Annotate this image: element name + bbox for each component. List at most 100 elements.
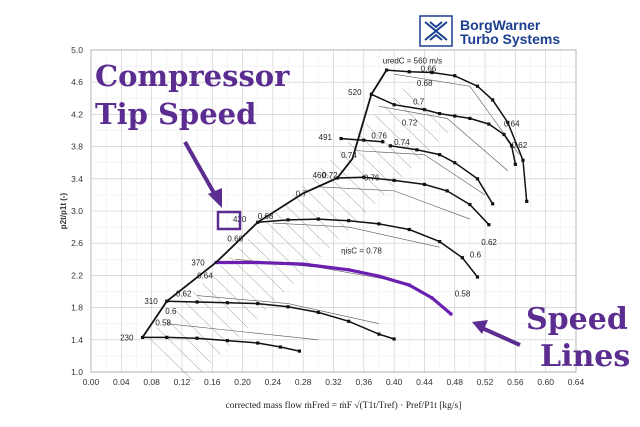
efficiency-label: 0.62 — [512, 141, 528, 150]
efficiency-contour-6 — [378, 106, 508, 171]
speed-point-520 — [437, 111, 442, 116]
efficiency-hatch — [338, 150, 385, 196]
brand-line1: BorgWarner — [460, 17, 541, 33]
speed-point-520 — [468, 116, 472, 121]
x-axis-label: corrected mass flow ṁFred = ṁF √(T1t/Tre… — [226, 400, 462, 411]
speed-point-230 — [195, 336, 199, 340]
y-tick-label: 4.2 — [71, 109, 83, 119]
callout-speed-lines-line1: Speed — [526, 302, 628, 337]
efficiency-label: 0.58 — [155, 318, 171, 327]
speed-label-460: 460 — [313, 171, 327, 180]
speed-point-560 — [491, 98, 495, 102]
efficiency-label: 0.64 — [504, 119, 520, 128]
efficiency-hatch — [375, 115, 421, 160]
x-tick-label: 0.40 — [386, 377, 403, 387]
speed-point-520 — [509, 144, 514, 148]
efficiency-label: 0.6 — [165, 307, 177, 316]
efficiency-hatch — [393, 97, 439, 142]
speed-point-560 — [475, 84, 480, 88]
speed-point-310 — [225, 301, 230, 305]
x-tick-label: 0.48 — [446, 377, 463, 387]
x-tick-label: 0.64 — [568, 377, 585, 387]
x-tick-label: 0.04 — [113, 377, 130, 387]
speed-point-560 — [384, 68, 389, 72]
y-tick-label: 3.0 — [71, 206, 83, 216]
efficiency-hatch — [202, 283, 249, 328]
y-tick-label: 1.4 — [71, 335, 83, 345]
speed-point-460 — [468, 202, 472, 207]
x-tick-label: 0.00 — [83, 377, 100, 387]
speed-point-230 — [165, 335, 169, 339]
efficiency-hatch — [211, 274, 258, 320]
y-tick-label: 2.6 — [71, 238, 83, 248]
efficiency-hatch — [384, 106, 430, 151]
speed-point-520 — [513, 162, 517, 166]
efficiency-label: 0.72 — [322, 171, 338, 180]
speed-label-230: 230 — [120, 333, 134, 342]
efficiency-header: ηisC = 0.78 — [341, 247, 382, 256]
speed-point-420 — [460, 256, 464, 260]
speed-point-370 — [449, 312, 453, 316]
brand-logo: BorgWarner Turbo Systems — [419, 15, 560, 47]
brand-mark-icon — [424, 21, 448, 41]
speed-point-310 — [392, 337, 396, 341]
speed-label-520: 520 — [348, 88, 362, 97]
efficiency-hatch — [156, 327, 203, 373]
speed-point-560 — [506, 120, 510, 125]
efficiency-label: 0.68 — [258, 212, 274, 221]
x-tick-label: 0.12 — [174, 377, 191, 387]
speed-point-420 — [407, 227, 411, 232]
speed-point-491b — [453, 161, 457, 165]
efficiency-hatch — [311, 177, 358, 222]
speed-line-surge — [141, 69, 388, 338]
callout-speed-lines-line2: Lines — [540, 339, 630, 374]
speed-line-header: uredC = 560 m/s — [383, 57, 442, 66]
speed-line-491b — [390, 145, 494, 205]
speed-point-310 — [286, 305, 290, 309]
x-tick-label: 0.60 — [537, 377, 554, 387]
speed-point-420 — [437, 239, 442, 244]
y-tick-label: 3.8 — [71, 142, 83, 152]
speed-point-230 — [225, 339, 230, 343]
efficiency-label: 0.58 — [455, 289, 471, 298]
speed-point-491b — [491, 202, 495, 206]
speed-point-491b — [415, 148, 419, 152]
speed-point-520 — [502, 132, 506, 137]
speed-point-560 — [430, 70, 434, 75]
callout-speed-arrow — [481, 326, 521, 347]
y-tick-label: 5.0 — [71, 45, 83, 55]
efficiency-hatch — [329, 159, 376, 204]
callout-tip-arrow — [183, 141, 220, 201]
speed-point-370 — [377, 274, 381, 278]
x-tick-label: 0.16 — [204, 377, 221, 387]
speed-point-491b — [388, 144, 392, 148]
efficiency-hatch — [293, 194, 339, 240]
callout-tip-speed-line1: Compressor — [95, 59, 290, 93]
efficiency-contour-5 — [356, 150, 486, 196]
speed-point-560 — [453, 74, 457, 78]
efficiency-hatch — [193, 292, 239, 337]
speed-point-491b — [437, 153, 442, 157]
x-tick-label: 0.56 — [507, 377, 524, 387]
speed-point-491 — [339, 136, 343, 141]
efficiency-label: 0.64 — [197, 272, 213, 281]
efficiency-hatch — [284, 203, 330, 249]
speed-point-460 — [445, 189, 449, 193]
efficiency-contour-3 — [272, 222, 440, 248]
efficiency-label: 0.7 — [296, 190, 308, 199]
speed-point-520 — [422, 107, 427, 112]
efficiency-label: 0.68 — [417, 79, 433, 88]
x-tick-label: 0.20 — [234, 377, 251, 387]
efficiency-hatch — [320, 168, 367, 213]
callout-tip-speed: Compressor Tip Speed — [95, 59, 290, 231]
efficiency-label: 0.62 — [176, 289, 192, 298]
speed-point-491 — [381, 140, 385, 144]
speed-point-460 — [362, 175, 366, 179]
speed-label-310: 310 — [144, 297, 158, 306]
callout-tip-box — [216, 210, 242, 231]
efficiency-label: 0.76 — [371, 132, 387, 141]
x-tick-label: 0.28 — [295, 377, 312, 387]
speed-point-310 — [256, 301, 260, 306]
efficiency-contour-4 — [318, 186, 471, 220]
